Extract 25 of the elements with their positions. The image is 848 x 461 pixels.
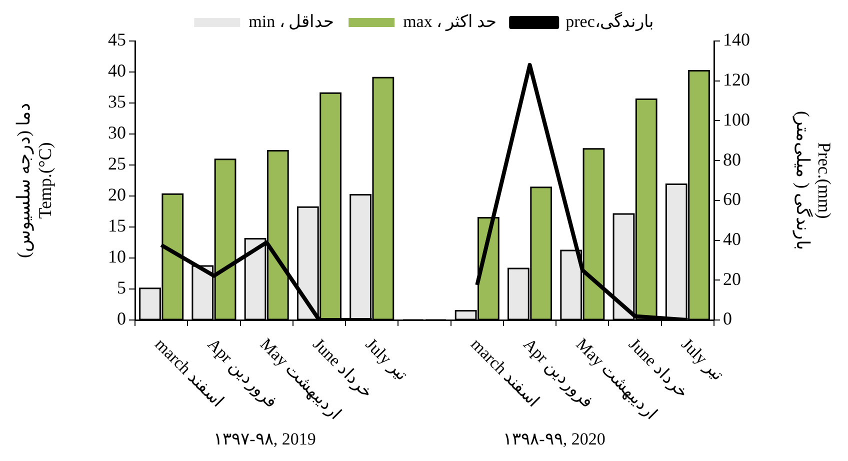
legend-label: max ، حد اکثر bbox=[403, 12, 498, 32]
text: ۱۳۹۸-۹۹, 2020 bbox=[503, 429, 606, 448]
y-tick-label: 20 bbox=[108, 184, 126, 205]
legend-label: prec،بارندگی bbox=[566, 10, 654, 32]
y2-tick-label: 60 bbox=[723, 189, 741, 210]
y2-tick-label: 20 bbox=[723, 268, 741, 289]
y2-tick-label: 120 bbox=[723, 70, 750, 90]
y-tick-label: 30 bbox=[108, 122, 126, 143]
legend-label: min ، حداقل bbox=[248, 12, 335, 31]
y2-tick-label: 80 bbox=[723, 149, 741, 170]
text: ۱۳۹۷-۹۸, 2019 bbox=[214, 429, 316, 448]
y2-tick-label: 140 bbox=[723, 30, 750, 50]
y-tick-label: 25 bbox=[108, 154, 126, 174]
y-tick-label: 40 bbox=[108, 60, 126, 81]
x-tick-label: July تیر bbox=[361, 334, 412, 386]
x-tick-label: July تیر bbox=[676, 334, 728, 386]
y-tick-label: 45 bbox=[108, 30, 126, 50]
y-tick-label: 35 bbox=[108, 92, 126, 112]
y2-tick-label: 0 bbox=[723, 308, 732, 329]
y-tick-label: 15 bbox=[108, 216, 126, 236]
y2-tick-label: 40 bbox=[723, 229, 741, 250]
y-tick-label: 0 bbox=[117, 308, 126, 329]
y2-tick-label: 100 bbox=[723, 109, 750, 130]
y-tick-label: 10 bbox=[108, 246, 126, 267]
y-tick-label: 5 bbox=[117, 278, 126, 298]
